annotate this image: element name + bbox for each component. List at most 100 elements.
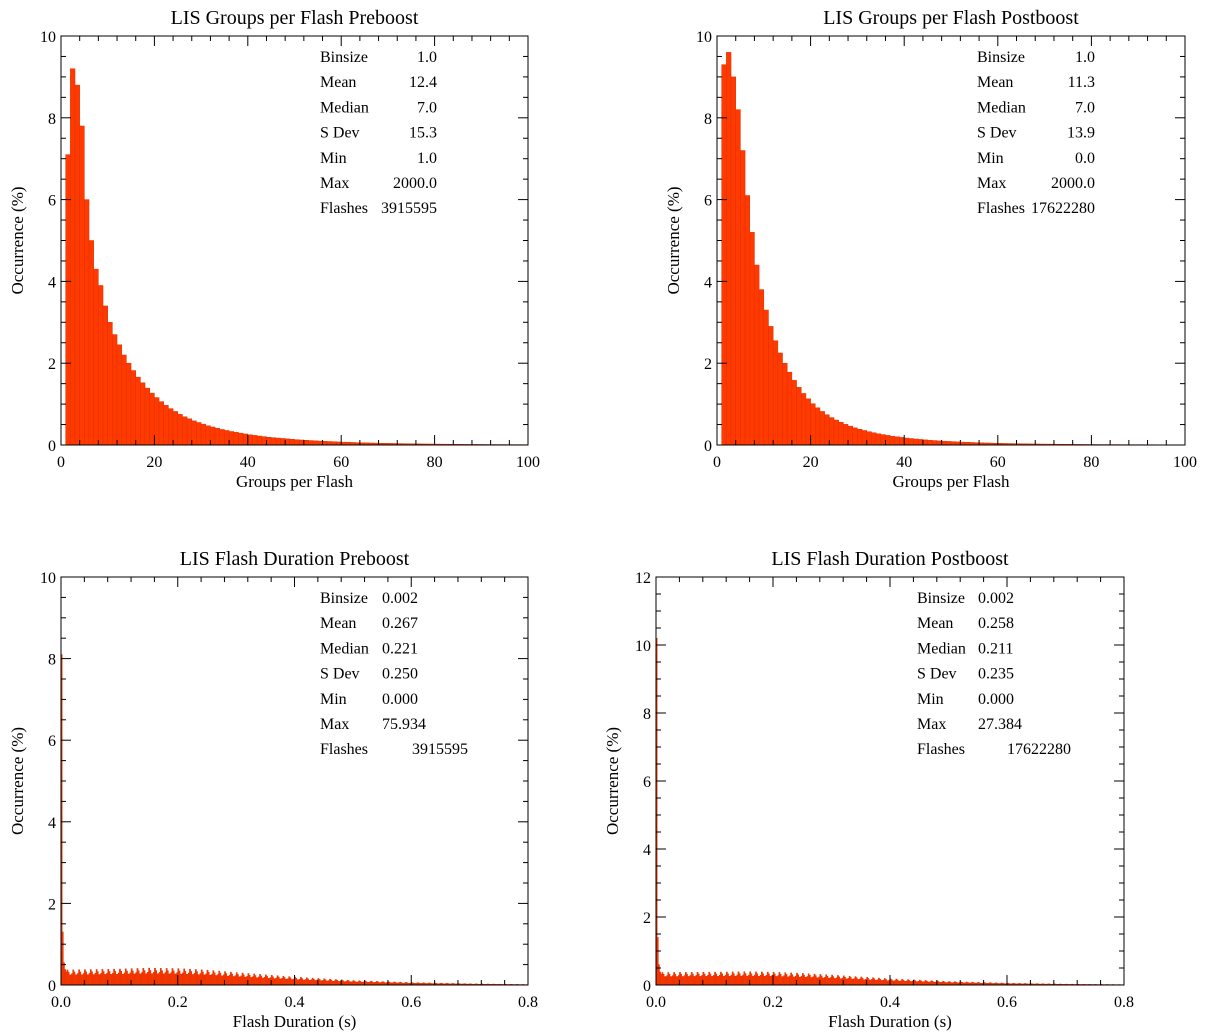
stat-value: 0.000: [382, 691, 418, 708]
bar-51: [303, 440, 309, 446]
stat-label: Max: [917, 716, 946, 733]
bar-20: [815, 407, 821, 446]
bar-0: [65, 154, 71, 446]
y-tick-label: 2: [48, 356, 56, 373]
y-tick-label: 6: [704, 193, 712, 210]
x-tick-label: 0.0: [646, 994, 666, 1011]
ticks: 0 20 40 60 80 100 0 2 4 6 8 10: [40, 29, 540, 471]
stat-value: 2000.0: [1051, 175, 1095, 192]
bar-8: [102, 305, 108, 446]
y-tick-label: 0: [48, 438, 56, 455]
stat-label: Mean: [320, 74, 356, 91]
x-tick-label: 40: [240, 454, 256, 471]
stat-value: 1.0: [417, 49, 437, 66]
chart-title: LIS Groups per Flash Preboost: [171, 7, 419, 29]
x-axis-label: Flash Duration (s): [828, 1012, 952, 1031]
bar-25: [182, 416, 188, 446]
stat-value: 0.211: [978, 640, 1013, 657]
bar-43: [266, 436, 272, 446]
y-tick-label: 10: [40, 570, 56, 587]
y-tick-label: 12: [635, 570, 651, 587]
x-tick-label: 60: [990, 454, 1006, 471]
bar-44: [927, 439, 933, 446]
bar-30: [205, 425, 211, 446]
bar-17: [144, 387, 150, 446]
bar-20: [158, 401, 164, 446]
stat-value: 0.002: [382, 590, 418, 607]
x-tick-label: 0.4: [880, 994, 900, 1011]
y-tick-label: 6: [48, 193, 56, 210]
chart-title: LIS Flash Duration Preboost: [180, 548, 410, 570]
stat-value: 3915595: [412, 741, 468, 758]
bar-54: [317, 440, 323, 446]
bar-10: [112, 334, 118, 446]
stat-label: Median: [320, 640, 369, 657]
bar-16: [140, 382, 146, 446]
bar-21: [819, 411, 825, 446]
x-axis-label: Groups per Flash: [892, 472, 1010, 491]
bar-26: [843, 424, 849, 446]
x-tick-label: 80: [427, 454, 443, 471]
stat-label: Flashes: [320, 200, 368, 217]
bar-18: [149, 392, 155, 446]
y-tick-label: 4: [48, 274, 56, 291]
bar-42: [917, 439, 924, 446]
y-axis-label: Occurrence (%): [664, 186, 683, 294]
bar-32: [214, 427, 221, 446]
y-tick-label: 10: [635, 638, 651, 655]
bar-35: [228, 431, 235, 446]
bar-31: [866, 431, 872, 446]
y-axis-label: Occurrence (%): [8, 727, 27, 835]
y-tick-label: 0: [643, 978, 651, 995]
stats-box: Binsize 0.002 Mean 0.267 Median 0.221 S Dev 0.2…: [320, 590, 468, 758]
x-tick-label: 0: [57, 454, 65, 471]
y-tick-label: 2: [643, 910, 651, 927]
stat-label: S Dev: [320, 666, 360, 683]
y-tick-label: 0: [704, 438, 712, 455]
bar-35: [885, 435, 891, 446]
bar-22: [824, 414, 830, 446]
y-tick-label: 6: [48, 733, 56, 750]
stat-label: Median: [320, 99, 369, 116]
bar-25: [838, 422, 844, 446]
chart-panel-2: 0 20 40 60 80 100 0 2 4 6 8 10 LIS Groups per Flash …: [664, 7, 1197, 491]
y-tick-label: 2: [48, 896, 56, 913]
stat-value: 17622280: [1031, 200, 1095, 217]
stat-label: Mean: [917, 615, 953, 632]
y-tick-label: 8: [643, 706, 651, 723]
stat-label: Flashes: [977, 200, 1025, 217]
bar-6: [93, 268, 99, 446]
bar-5: [744, 195, 751, 446]
stat-label: Median: [977, 99, 1026, 116]
bar-44: [270, 437, 277, 446]
stat-label: Binsize: [917, 590, 965, 607]
stat-label: S Dev: [320, 125, 360, 142]
bar-5: [88, 240, 94, 446]
y-tick-label: 4: [643, 842, 651, 859]
bar-23: [829, 417, 835, 446]
x-tick-label: 60: [333, 454, 349, 471]
bar-38: [242, 433, 249, 446]
bar-40: [908, 438, 914, 446]
bar-17: [800, 393, 807, 446]
stat-value: 1.0: [1075, 49, 1095, 66]
stat-label: Min: [320, 150, 347, 167]
stat-value: 1.0: [417, 150, 437, 167]
chart-panel-3: 0.0 0.2 0.4 0.6 0.8 0 2 4 6 8 10 LIS Flash Duration…: [8, 548, 538, 1031]
stats-box: Binsize 1.0 Mean 12.4 Median 7.0 S Dev 15.3 Min 1…: [320, 49, 437, 217]
bar-11: [772, 340, 779, 446]
stat-label: Min: [917, 691, 944, 708]
bar-14: [130, 370, 136, 446]
bar-15: [791, 380, 797, 446]
stat-label: Min: [977, 150, 1004, 167]
bar-41: [256, 435, 263, 446]
bar-1: [70, 68, 76, 446]
bar-16: [796, 387, 802, 446]
x-tick-label: 20: [146, 454, 162, 471]
bar-46: [936, 440, 942, 446]
bar-9: [107, 322, 113, 446]
bar-2: [74, 84, 80, 446]
bar-41: [913, 438, 919, 446]
chart-panel-4: 0.0 0.2 0.4 0.6 0.8 0 2 4 6 8 10 12 LIS Flash Durati…: [603, 548, 1134, 1031]
bar-1: [726, 52, 732, 446]
